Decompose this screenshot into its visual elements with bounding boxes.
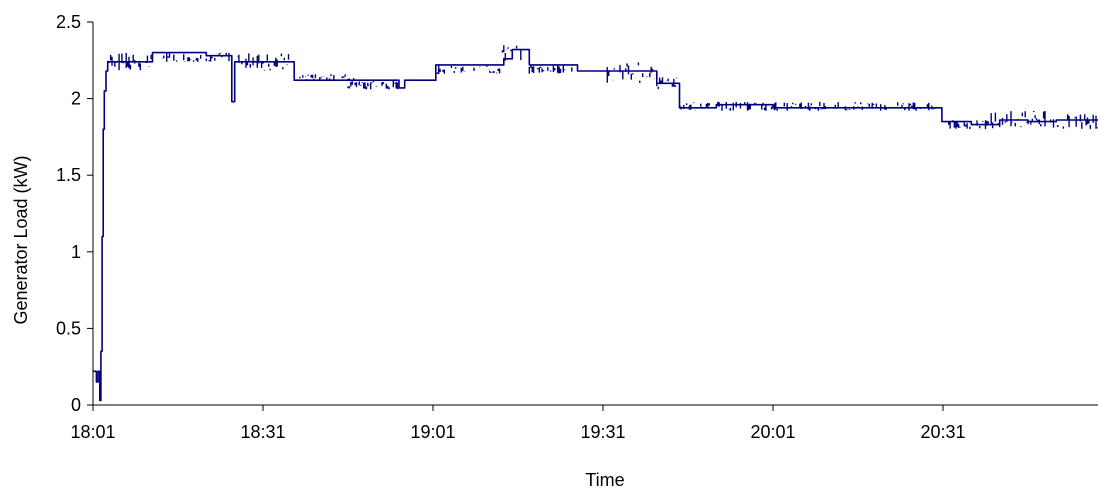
y-axis-ticks: 0 0.5 1 1.5 2 2.5 xyxy=(56,12,93,415)
x-tick-label: 20:31 xyxy=(920,422,965,442)
y-tick-label: 1.5 xyxy=(56,165,81,185)
y-tick-label: 2 xyxy=(71,89,81,109)
x-axis-ticks: 18:01 18:31 19:01 19:31 20:01 20:31 xyxy=(70,405,966,442)
y-tick-label: 1 xyxy=(71,242,81,262)
x-tick-label: 20:01 xyxy=(750,422,795,442)
x-tick-label: 19:31 xyxy=(580,422,625,442)
x-axis-title: Time xyxy=(585,470,624,490)
generator-load-line xyxy=(93,48,1098,402)
y-axis-title: Generator Load (kW) xyxy=(11,155,31,324)
x-tick-label: 18:01 xyxy=(70,422,115,442)
y-tick-label: 0 xyxy=(71,395,81,415)
x-tick-label: 18:31 xyxy=(240,422,285,442)
y-tick-label: 0.5 xyxy=(56,318,81,338)
x-tick-label: 19:01 xyxy=(410,422,455,442)
axes xyxy=(92,22,1098,406)
y-tick-label: 2.5 xyxy=(56,12,81,32)
generator-load-fluctuations xyxy=(107,45,1098,130)
